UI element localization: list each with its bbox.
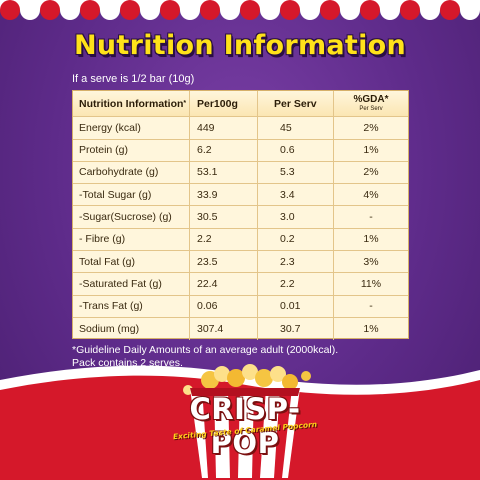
cell-gda: 1%	[363, 144, 379, 157]
scallop	[220, 0, 240, 20]
serving-size-note: If a serve is 1/2 bar (10g)	[72, 73, 195, 85]
cell-gda: 2%	[363, 166, 379, 179]
table-row: Carbohydrate (g) 53.1 5.3 2%	[73, 161, 408, 185]
header-gda-sublabel: Per Serv	[359, 106, 383, 112]
cell-nutrient: Total Fat (g)	[73, 250, 190, 273]
table-row: Total Fat (g) 23.5 2.3 3%	[73, 250, 408, 274]
scallop	[160, 0, 180, 20]
scallop	[460, 0, 480, 20]
cell-per100g: 30.5	[190, 206, 258, 228]
scallop	[240, 0, 260, 20]
table-row: Sodium (mg) 307.4 30.7 1%	[73, 317, 408, 341]
cell-per100g: 33.9	[190, 183, 258, 206]
scallop	[80, 0, 100, 20]
scallop	[380, 0, 400, 20]
scallop	[320, 0, 340, 20]
cell-per100g: 23.5	[190, 250, 258, 273]
scallop	[440, 0, 460, 20]
brand-logo: CRISP-POP	[189, 392, 301, 460]
cell-per100g: 2.2	[190, 228, 258, 250]
cell-gda: 1%	[363, 322, 379, 335]
cell-gda: 3%	[363, 255, 379, 268]
scallop	[60, 0, 80, 20]
scallop	[0, 0, 20, 20]
cell-gda: -	[369, 300, 373, 313]
cell-per100g: 53.1	[190, 161, 258, 184]
nutrition-table: Nutrition Information * Per100g Per Serv …	[72, 90, 409, 341]
header-per-serv: Per Serv	[258, 91, 334, 116]
scallop	[120, 0, 140, 20]
table-row: -Saturated Fat (g) 22.4 2.2 11%	[73, 273, 408, 296]
scallop	[200, 0, 220, 20]
table-row: -Trans Fat (g) 0.06 0.01 -	[73, 295, 408, 318]
cell-per-serv: 0.01	[258, 295, 334, 317]
cell-nutrient: - Fibre (g)	[73, 228, 190, 250]
cell-gda: -	[369, 210, 373, 223]
cell-per-serv: 30.7	[258, 317, 334, 341]
header-gda-label: %GDA*	[353, 94, 389, 105]
cell-per-serv: 3.0	[258, 206, 334, 228]
table-row: -Sugar(Sucrose) (g) 30.5 3.0 -	[73, 206, 408, 229]
table-row: Energy (kcal) 449 45 2%	[73, 117, 408, 140]
cell-per-serv: 3.4	[258, 183, 334, 206]
scallop	[180, 0, 200, 20]
cell-per100g: 0.06	[190, 295, 258, 317]
scallop	[40, 0, 60, 20]
cell-gda: 11%	[360, 277, 382, 290]
popcorn-box-illustration	[183, 364, 311, 478]
page-title: Nutrition Information	[73, 30, 407, 61]
scallop	[280, 0, 300, 20]
scallop	[420, 0, 440, 20]
header-asterisk: *	[183, 100, 187, 107]
scallop	[360, 0, 380, 20]
scallop	[300, 0, 320, 20]
scallop	[140, 0, 160, 20]
footnote: *Guideline Daily Amounts of an average a…	[72, 344, 338, 370]
cell-nutrient: Energy (kcal)	[73, 117, 190, 139]
cell-per100g: 449	[190, 117, 258, 139]
cell-nutrient: Carbohydrate (g)	[73, 161, 190, 184]
cell-gda: 4%	[363, 188, 379, 201]
scallop	[20, 0, 40, 20]
cell-nutrient: -Total Sugar (g)	[73, 183, 190, 206]
table-row: Protein (g) 6.2 0.6 1%	[73, 139, 408, 162]
scallop	[100, 0, 120, 20]
table-row: - Fibre (g) 2.2 0.2 1%	[73, 228, 408, 251]
cell-per-serv: 45	[258, 117, 334, 139]
header-nutrition-label: Nutrition Information	[79, 97, 184, 110]
cell-nutrient: Protein (g)	[73, 139, 190, 161]
cell-per100g: 22.4	[190, 273, 258, 295]
cell-nutrient: -Sugar(Sucrose) (g)	[73, 206, 190, 228]
cell-per100g: 6.2	[190, 139, 258, 161]
cell-nutrient: -Trans Fat (g)	[73, 295, 190, 317]
cell-nutrient: -Saturated Fat (g)	[73, 273, 190, 295]
cell-per-serv: 0.2	[258, 228, 334, 250]
scallop	[400, 0, 420, 20]
header-nutrition-information: Nutrition Information *	[73, 91, 190, 116]
cell-gda: 1%	[363, 233, 379, 246]
cell-per100g: 307.4	[190, 317, 258, 341]
header-per100g: Per100g	[190, 91, 258, 116]
table-row: -Total Sugar (g) 33.9 3.4 4%	[73, 183, 408, 207]
table-header-row: Nutrition Information * Per100g Per Serv …	[73, 91, 408, 117]
popcorn-kernels	[183, 364, 311, 395]
header-gda: %GDA* Per Serv	[334, 91, 408, 116]
footnote-pack: Pack contains 2 serves.	[72, 357, 183, 369]
scallop	[340, 0, 360, 20]
scallop	[260, 0, 280, 20]
cell-per-serv: 2.2	[258, 273, 334, 295]
scalloped-top-border	[0, 0, 480, 20]
cell-per-serv: 2.3	[258, 250, 334, 273]
cell-per-serv: 0.6	[258, 139, 334, 161]
cell-per-serv: 5.3	[258, 161, 334, 184]
footnote-gda: *Guideline Daily Amounts of an average a…	[72, 344, 339, 356]
cell-gda: 2%	[363, 121, 379, 134]
cell-nutrient: Sodium (mg)	[73, 317, 190, 341]
